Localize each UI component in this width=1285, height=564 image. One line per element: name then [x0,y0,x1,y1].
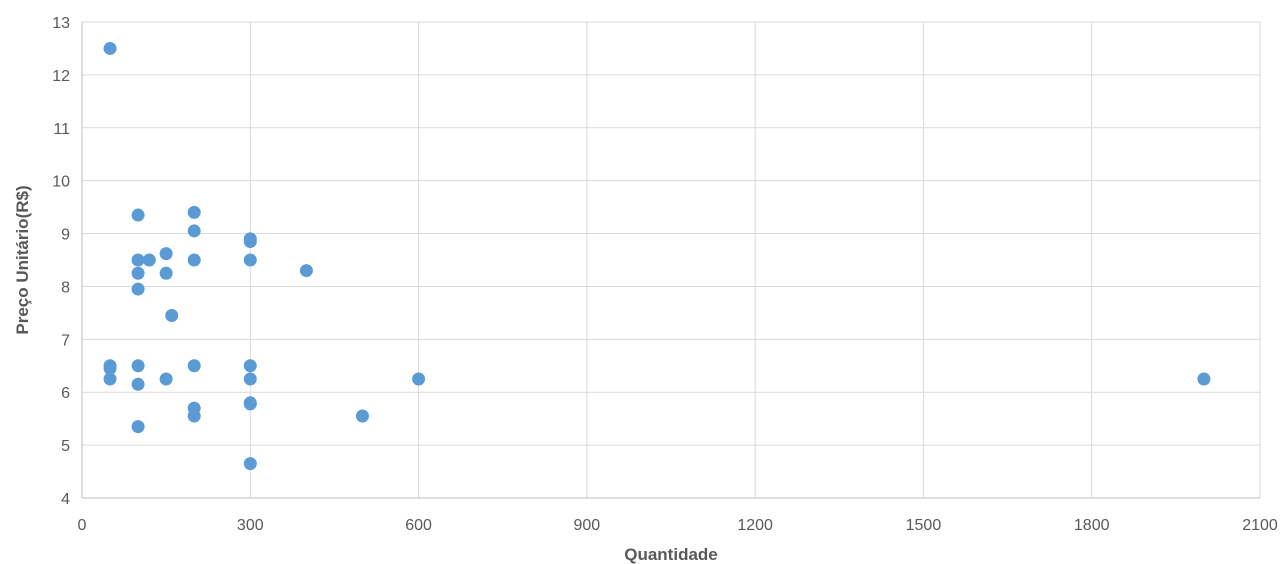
tick-labels: 4 5 6 7 8 9 10 11 12 13 0 300 600 900 1200 1500 1800 2100 [52,15,1278,534]
data-point [187,253,201,267]
data-point [131,266,145,280]
data-point [243,372,257,386]
x-tick-label: 2100 [1242,517,1278,534]
data-point [187,409,201,423]
data-point [131,359,145,373]
y-tick-label: 11 [53,121,70,138]
data-point [243,397,257,411]
data-point [131,208,145,222]
data-point [159,372,173,386]
x-tick-label: 1800 [1074,517,1110,534]
data-point [103,361,117,375]
data-point [243,253,257,267]
y-tick-label: 4 [61,491,70,508]
x-axis-title: Quantidade [624,545,718,564]
axis-layer [81,22,1260,499]
data-point [243,457,257,471]
y-tick-label: 12 [52,68,70,85]
data-point [243,234,257,248]
data-point [131,377,145,391]
data-points [103,41,1211,471]
y-axis-title: Preço Unitário(R$) [13,185,32,334]
data-point [159,247,173,261]
data-point [187,205,201,219]
y-tick-label: 9 [61,227,70,244]
x-tick-label: 1500 [906,517,942,534]
data-point [299,264,313,278]
y-tick-label: 5 [61,438,70,455]
y-tick-label: 6 [61,385,70,402]
y-tick-label: 8 [61,279,70,296]
data-point [412,372,426,386]
data-point [165,309,179,323]
data-point [142,253,156,267]
data-point [103,372,117,386]
y-tick-label: 7 [61,332,70,349]
x-tick-label: 900 [574,517,601,534]
data-point [187,359,201,373]
data-point [131,253,145,267]
grid-layer [82,21,1261,498]
data-point [159,266,173,280]
data-point [1197,372,1211,386]
y-tick-label: 13 [52,15,70,32]
data-point [131,282,145,296]
x-tick-label: 300 [237,517,264,534]
data-point [355,409,369,423]
data-point [103,41,117,55]
y-tick-label: 10 [52,174,70,191]
x-tick-label: 1200 [737,517,773,534]
data-point [187,224,201,238]
data-point [243,359,257,373]
data-point [131,420,145,434]
x-tick-label: 600 [405,517,432,534]
x-tick-label: 0 [78,517,87,534]
